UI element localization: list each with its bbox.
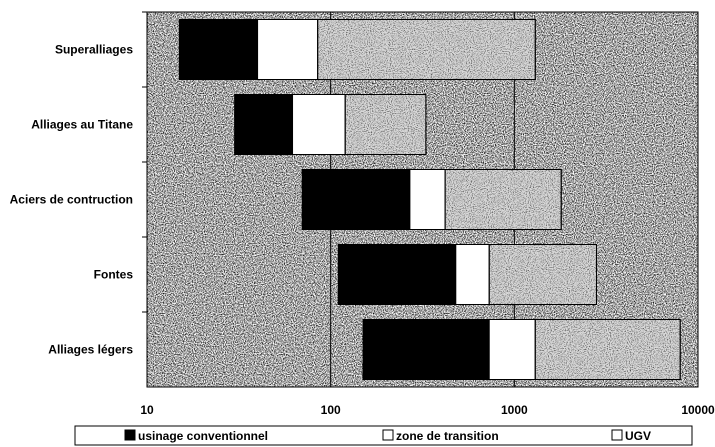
category-label: Alliages légers bbox=[48, 343, 133, 357]
legend-swatch-zone-de-transition bbox=[382, 429, 394, 441]
legend-swatch-ugv bbox=[611, 429, 623, 441]
x-tick-label-10: 10 bbox=[140, 403, 154, 417]
bar-texture-alliages-l-gers bbox=[535, 320, 680, 379]
legend-label-ugv: UGV bbox=[625, 429, 651, 443]
legend-label-zone-de-transition: zone de transition bbox=[396, 429, 499, 443]
bar-outline-alliages-au-titane bbox=[344, 94, 427, 155]
bar-alliages-au-titane-usinage-conventionnel bbox=[234, 94, 294, 155]
bar-outline-superalliages bbox=[317, 19, 536, 80]
x-tick-label-100: 100 bbox=[321, 403, 341, 417]
bar-aciers-de-contruction-usinage-conventionnel bbox=[301, 169, 411, 230]
category-label: Aciers de contruction bbox=[10, 193, 133, 207]
bar-superalliages-usinage-conventionnel bbox=[178, 19, 259, 80]
bar-outline-alliages-l-gers bbox=[534, 319, 681, 380]
bar-outline-aciers-de-contruction bbox=[444, 169, 562, 230]
bar-superalliages-zone-de-transition bbox=[257, 19, 319, 80]
bar-texture-alliages-au-titane bbox=[345, 95, 426, 154]
plot-border bbox=[146, 11, 699, 388]
bar-alliages-l-gers-zone-de-transition bbox=[488, 319, 536, 380]
bar-texture-fontes bbox=[489, 245, 596, 304]
bar-aciers-de-contruction-zone-de-transition bbox=[409, 169, 446, 230]
category-labels: Superalliages Alliages au Titane Aciers de… bbox=[10, 11, 147, 357]
legend-swatch-usinage-conventionnel bbox=[124, 429, 136, 441]
category-label: Fontes bbox=[94, 268, 134, 282]
bar-alliages-l-gers-usinage-conventionnel bbox=[362, 319, 490, 380]
bar-fontes-usinage-conventionnel bbox=[337, 244, 457, 305]
bar-texture-superalliages bbox=[318, 20, 535, 79]
bar-alliages-au-titane-zone-de-transition bbox=[292, 94, 346, 155]
x-tick-label-10000: 10000 bbox=[681, 403, 715, 417]
category-label: Superalliages bbox=[55, 43, 133, 57]
bar-texture-aciers-de-contruction bbox=[445, 170, 561, 229]
category-label: Alliages au Titane bbox=[31, 118, 133, 132]
bars bbox=[178, 19, 681, 380]
bar-fontes-zone-de-transition bbox=[455, 244, 490, 305]
x-axis-ticks: 10 100 1000 10000 bbox=[140, 403, 715, 417]
legend: usinage conventionnel zone de transition U… bbox=[74, 425, 693, 446]
legend-label-usinage-conventionnel: usinage conventionnel bbox=[138, 429, 268, 443]
x-tick-label-1000: 1000 bbox=[501, 403, 528, 417]
bar-outline-fontes bbox=[488, 244, 597, 305]
